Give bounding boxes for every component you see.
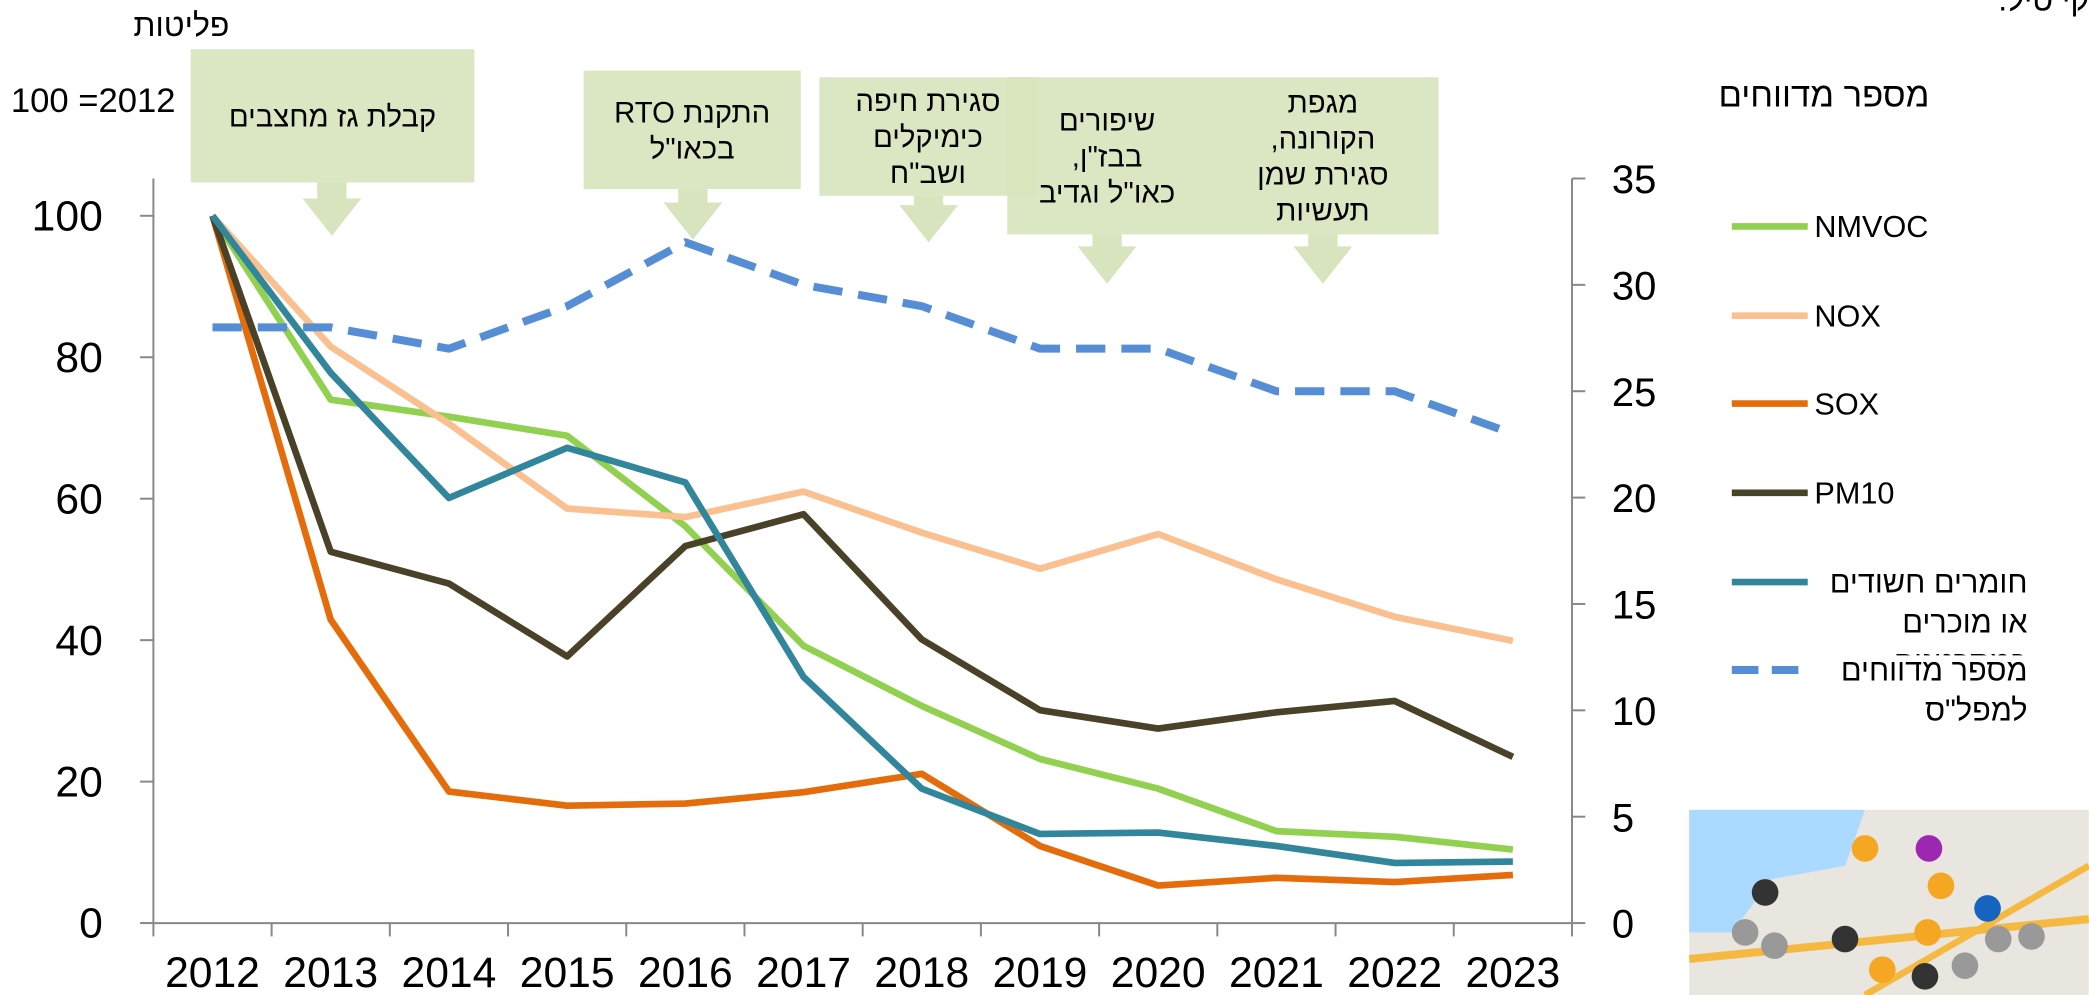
annotation-arrow bbox=[664, 189, 723, 240]
series-line bbox=[213, 216, 1513, 850]
y2-tick-label: 15 bbox=[1612, 584, 1656, 628]
y2-axis-title: מספר מדווחים bbox=[1718, 77, 1929, 115]
x-tick-label: 2014 bbox=[402, 949, 497, 995]
y-tick-label: 100 bbox=[32, 192, 103, 240]
y-axis-subtitle: 100 =2012 bbox=[11, 82, 176, 120]
annotation-text: כימיקלים bbox=[873, 121, 983, 154]
y2-tick-label: 20 bbox=[1612, 477, 1656, 521]
legend-label: NMVOC bbox=[1814, 206, 2027, 246]
legend-label: חומרים חשודים או מוכרים כמסרטנים bbox=[1814, 562, 2027, 655]
annotation-text: מגפת bbox=[1288, 87, 1359, 120]
annotation-text: בכאו"ל bbox=[650, 133, 735, 166]
annotation-arrow bbox=[303, 182, 362, 235]
legend-item: חומרים חשודים או מוכרים כמסרטנים bbox=[1814, 562, 2040, 655]
y-tick-label: 0 bbox=[79, 900, 103, 948]
legend-label: מספר מדווחים למפל"ס bbox=[1814, 650, 2027, 730]
y-tick-label: 20 bbox=[55, 758, 102, 806]
y2-tick-label: 5 bbox=[1612, 796, 1634, 840]
y-tick-label: 40 bbox=[55, 617, 102, 665]
annotation-text: הקורונה, bbox=[1270, 123, 1375, 156]
x-tick-label: 2022 bbox=[1347, 949, 1442, 995]
annotation-arrow bbox=[1294, 234, 1353, 283]
annotation-text: התקנת RTO bbox=[614, 97, 770, 130]
x-tick-label: 2020 bbox=[1111, 949, 1206, 995]
x-tick-label: 2017 bbox=[756, 949, 851, 995]
chart: לפסולת שנשרפה בשל פגיעות חלקי טיל. פליטו… bbox=[0, 0, 2089, 995]
y-tick-label: 60 bbox=[55, 475, 102, 523]
legend-item: NMVOC bbox=[1814, 206, 2040, 299]
legend-item: SOX bbox=[1814, 384, 2040, 477]
y-tick-label: 80 bbox=[55, 334, 102, 382]
annotation-text: קבלת גז מחצבים bbox=[229, 101, 436, 134]
annotation-arrow bbox=[1078, 234, 1137, 283]
x-tick-label: 2018 bbox=[874, 949, 969, 995]
y2-tick-label: 0 bbox=[1612, 903, 1634, 947]
series-line bbox=[213, 216, 1513, 886]
annotation-text: שיפורים bbox=[1059, 105, 1155, 138]
x-tick-label: 2013 bbox=[283, 949, 378, 995]
legend-item: NOX bbox=[1814, 296, 2040, 389]
x-tick-label: 2023 bbox=[1465, 949, 1560, 995]
legend-label: PM10 bbox=[1814, 473, 2027, 513]
annotation-text: סגירת חיפה bbox=[855, 85, 1000, 118]
annotation-text: תעשיות bbox=[1276, 194, 1370, 227]
map-thumbnail bbox=[1689, 810, 2089, 995]
legend-item: מספר מדווחים למפל"ס bbox=[1814, 650, 2040, 743]
annotation-text: ושב"ח bbox=[890, 157, 966, 190]
y2-tick-label: 25 bbox=[1612, 371, 1656, 415]
x-tick-label: 2016 bbox=[638, 949, 733, 995]
y-axis-title: פליטות bbox=[133, 7, 229, 43]
legend-label: NOX bbox=[1814, 296, 2027, 336]
y2-tick-label: 10 bbox=[1612, 690, 1656, 734]
legend-label: SOX bbox=[1814, 384, 2027, 424]
annotation-arrow bbox=[899, 196, 958, 243]
legend-item: PM10 bbox=[1814, 473, 2040, 566]
page: {"chart_data":{"type":"line", "note":"לפ… bbox=[0, 0, 2089, 995]
y2-tick-label: 35 bbox=[1612, 158, 1656, 202]
y2-tick-label: 30 bbox=[1612, 265, 1656, 309]
annotation-text: סגירת שמן bbox=[1257, 158, 1389, 191]
annotation-box bbox=[584, 71, 801, 190]
annotation-text: בבז"ן, bbox=[1072, 140, 1143, 173]
x-tick-label: 2012 bbox=[165, 949, 260, 995]
x-tick-label: 2015 bbox=[520, 949, 615, 995]
x-tick-label: 2019 bbox=[993, 949, 1088, 995]
note: לפסולת שנשרפה בשל פגיעות חלקי טיל. bbox=[1998, 0, 2089, 18]
series-line bbox=[213, 216, 1513, 863]
annotation-text: כאו"ל וגדיב bbox=[1039, 176, 1175, 209]
x-tick-label: 2021 bbox=[1229, 949, 1324, 995]
